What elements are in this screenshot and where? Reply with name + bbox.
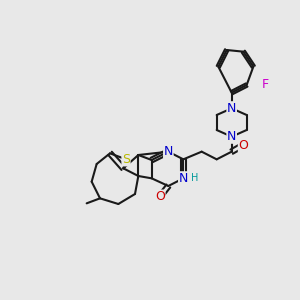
Text: H: H — [191, 173, 198, 183]
Text: N: N — [178, 172, 188, 185]
Text: N: N — [227, 102, 236, 115]
Text: O: O — [238, 139, 248, 152]
Text: N: N — [164, 145, 173, 158]
Text: O: O — [155, 190, 165, 203]
Text: F: F — [261, 79, 268, 92]
Text: S: S — [122, 153, 130, 166]
Text: N: N — [227, 130, 236, 143]
